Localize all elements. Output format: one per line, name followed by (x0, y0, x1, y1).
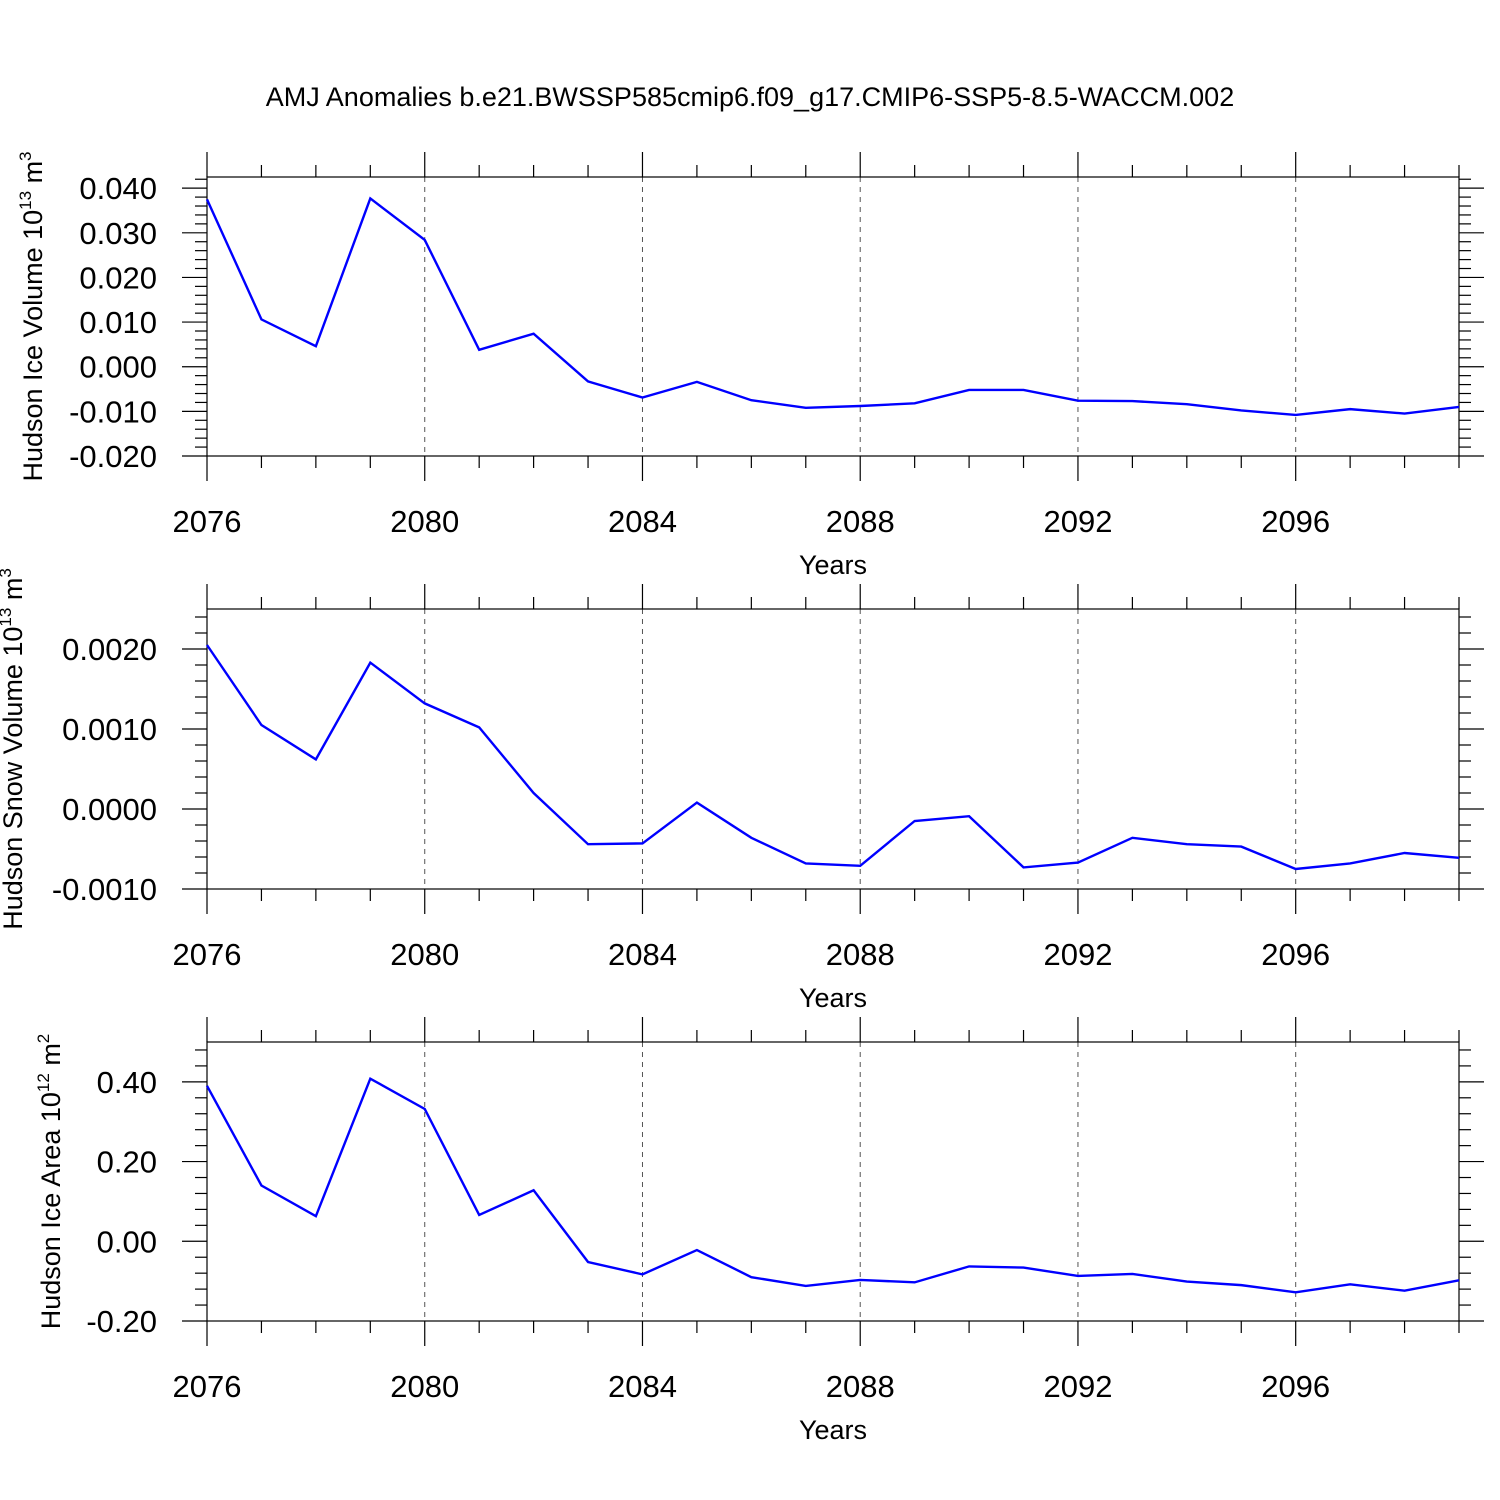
x-tick-label-4: 2092 (1043, 504, 1112, 539)
x-tick-label-0: 2076 (173, 937, 242, 972)
x-tick-label-1: 2080 (390, 504, 459, 539)
y-tick-label-1: 0.20 (97, 1145, 157, 1180)
x-axis-label: Years (799, 1415, 867, 1445)
x-tick-label-5: 2096 (1261, 1369, 1330, 1404)
plot-frame (206, 608, 1460, 890)
x-tick-label-1: 2080 (390, 1369, 459, 1404)
chart-panel-hudson-ice-area: 2076 2080 2084 2088 2092 2096 0.40 0.20 0.00 -0.2… (34, 1017, 1484, 1445)
series-line-0 (205, 1076, 1460, 1294)
x-tick-label-2: 2084 (608, 937, 677, 972)
y-axis-label-unit: m (0, 578, 28, 608)
y-tick-label-2: 0.020 (79, 260, 157, 295)
chart-panel-hudson-snow-volume: 2076 2080 2084 2088 2092 2096 0.0020 0.0010 0.00… (0, 568, 1484, 1013)
y-tick-label-1: 0.0010 (62, 712, 157, 747)
y-axis-label-unit-exponent: 2 (34, 1034, 53, 1043)
y-tick-label-5: -0.010 (69, 394, 157, 429)
x-tick-label-3: 2088 (826, 1369, 895, 1404)
plot-frame (206, 1041, 1460, 1322)
y-tick-label-1: 0.030 (79, 216, 157, 251)
x-tick-label-4: 2092 (1043, 1369, 1112, 1404)
chart-panel-hudson-ice-volume: 2076 2080 2084 2088 2092 2096 0.040 0.030 0.020 0… (16, 151, 1484, 580)
y-tick-label-3: 0.010 (79, 305, 157, 340)
y-axis-label-unit-exponent: 3 (0, 568, 15, 577)
x-tick-label-2: 2084 (608, 504, 677, 539)
y-tick-label-4: 0.000 (79, 350, 157, 385)
x-axis-label: Years (799, 983, 867, 1013)
panels: 2076 2080 2084 2088 2092 2096 0.040 0.030 0.020 0… (0, 151, 1484, 1445)
y-axis-label-unit: m (36, 1043, 66, 1073)
y-axis-label-exponent: 12 (34, 1073, 53, 1092)
y-tick-label-0: 0.40 (97, 1065, 157, 1100)
x-tick-label-0: 2076 (173, 1369, 242, 1404)
x-tick-label-1: 2080 (390, 937, 459, 972)
x-axis-label: Years (799, 550, 867, 580)
x-tick-label-3: 2088 (826, 937, 895, 972)
x-tick-label-5: 2096 (1261, 504, 1330, 539)
figure-title: AMJ Anomalies b.e21.BWSSP585cmip6.f09_g1… (266, 82, 1234, 112)
series-line-0 (206, 644, 1460, 871)
plot-frame (206, 176, 1460, 457)
y-tick-label-2: 0.0000 (62, 792, 157, 827)
y-tick-label-0: 0.040 (79, 171, 157, 206)
y-axis-label-exponent: 13 (0, 608, 15, 627)
series-line-0 (205, 196, 1460, 417)
y-tick-label-3: -0.20 (86, 1304, 157, 1339)
x-tick-label-5: 2096 (1261, 937, 1330, 972)
x-tick-label-4: 2092 (1043, 937, 1112, 972)
y-tick-label-2: 0.00 (97, 1224, 157, 1259)
y-tick-label-3: -0.0010 (52, 872, 157, 907)
x-tick-label-2: 2084 (608, 1369, 677, 1404)
y-axis-label-unit: m (18, 161, 48, 191)
x-tick-label-3: 2088 (826, 504, 895, 539)
y-tick-label-0: 0.0020 (62, 632, 157, 667)
y-axis-label: Hudson Snow Volume 1013 m3 (0, 568, 28, 930)
y-axis-label-text: Hudson Ice Area 10 (36, 1092, 66, 1329)
x-tick-label-0: 2076 (173, 504, 242, 539)
y-axis-label-unit-exponent: 3 (16, 151, 35, 160)
y-axis-label: Hudson Ice Area 1012 m2 (34, 1034, 66, 1330)
y-axis-label-text: Hudson Ice Volume 10 (18, 210, 48, 482)
y-axis-label: Hudson Ice Volume 1013 m3 (16, 151, 48, 481)
y-axis-label-text: Hudson Snow Volume 10 (0, 627, 28, 930)
y-axis-label-exponent: 13 (16, 191, 35, 210)
y-tick-label-6: -0.020 (69, 439, 157, 474)
